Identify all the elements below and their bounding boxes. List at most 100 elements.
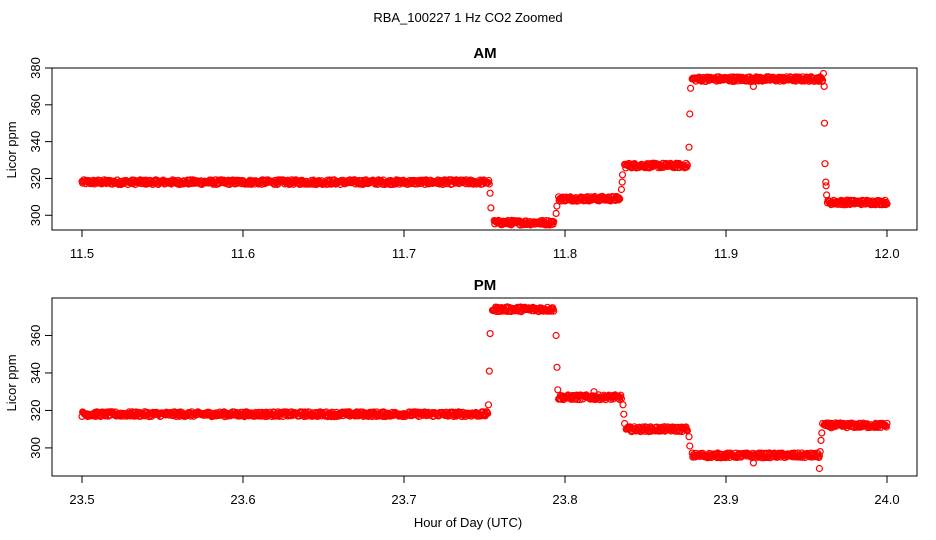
data-point <box>822 191 831 199</box>
data-point <box>484 401 493 409</box>
y-tick-label: 320 <box>28 400 43 422</box>
data-point <box>590 388 598 396</box>
x-tick-label: 23.6 <box>230 492 255 507</box>
x-tick-label: 11.8 <box>553 246 577 261</box>
panel-pm: PM Licor ppm 23.5 23.6 23.7 23.8 23.9 24.0 30… <box>4 277 918 507</box>
x-tick-label: 11.6 <box>231 246 255 261</box>
y-tick-label: 340 <box>28 362 43 384</box>
data-point <box>616 195 624 203</box>
x-tick-label: 23.5 <box>69 492 94 507</box>
data-point <box>620 419 629 428</box>
data-segment <box>622 423 692 436</box>
am-panel-title: AM <box>473 45 496 62</box>
am-plot-frame <box>51 67 918 231</box>
data-point <box>553 363 561 371</box>
data-segment <box>78 408 492 421</box>
x-tick-label: 11.7 <box>392 246 416 261</box>
data-segment <box>78 176 493 189</box>
x-tick-label: 11.9 <box>714 246 738 261</box>
data-point <box>815 464 824 473</box>
data-point <box>816 448 824 456</box>
pm-panel-title: PM <box>474 277 497 294</box>
data-point <box>552 209 560 217</box>
data-point <box>749 82 758 91</box>
pm-x-axis: 23.5 23.6 23.7 23.8 23.9 24.0 <box>69 475 900 507</box>
data-point <box>487 204 495 212</box>
am-data-points <box>78 69 891 229</box>
data-segment <box>823 196 891 209</box>
data-point <box>550 307 558 315</box>
data-point <box>485 180 493 188</box>
data-point <box>686 442 694 450</box>
data-point <box>486 189 494 197</box>
data-point <box>486 330 494 338</box>
data-point <box>749 459 758 467</box>
data-segment <box>688 449 824 462</box>
data-point <box>617 185 626 194</box>
data-point <box>485 367 493 375</box>
am-y-axis-label: Licor ppm <box>4 121 19 178</box>
y-tick-label: 360 <box>28 94 43 116</box>
data-point <box>686 110 694 118</box>
data-segment <box>554 192 624 205</box>
panel-am: AM Licor ppm 11.5 11.6 11.7 11.8 11.9 12.0 30… <box>4 45 918 261</box>
y-tick-label: 300 <box>28 204 43 226</box>
data-point <box>817 436 825 444</box>
x-tick-label: 23.8 <box>552 492 577 507</box>
x-tick-label: 24.0 <box>874 492 899 507</box>
data-point <box>822 178 830 186</box>
y-tick-label: 340 <box>28 131 43 153</box>
data-point <box>882 423 891 431</box>
pm-plot-frame <box>51 297 918 477</box>
data-point <box>818 419 827 428</box>
data-point <box>822 182 830 190</box>
y-tick-label: 360 <box>28 325 43 347</box>
data-segment <box>488 303 558 316</box>
y-tick-label: 320 <box>28 168 43 190</box>
pm-data-points <box>78 303 891 473</box>
y-tick-label: 380 <box>28 57 43 79</box>
pm-y-axis-label: Licor ppm <box>4 354 19 411</box>
data-point <box>820 119 829 127</box>
data-point <box>815 452 824 460</box>
data-point <box>620 410 628 418</box>
data-point <box>619 401 627 409</box>
data-point <box>682 159 690 167</box>
data-point <box>685 433 693 441</box>
data-point <box>686 84 695 92</box>
data-point <box>618 178 626 186</box>
data-point <box>883 200 891 208</box>
data-segment <box>620 159 692 172</box>
data-point <box>554 386 562 394</box>
data-point <box>821 160 829 168</box>
figure-title: RBA_100227 1 Hz CO2 Zoomed <box>373 10 562 25</box>
data-point <box>553 202 561 210</box>
pm-y-axis: 300 320 340 360 <box>28 325 53 459</box>
x-tick-label: 23.9 <box>713 492 738 507</box>
x-tick-label: 11.5 <box>70 246 94 261</box>
data-segment <box>490 216 558 229</box>
data-point <box>485 176 493 185</box>
data-point <box>818 429 826 437</box>
y-tick-label: 300 <box>28 437 43 459</box>
data-point <box>618 171 627 179</box>
am-y-axis: 300 320 340 360 380 <box>28 57 53 226</box>
data-segment <box>554 391 626 404</box>
data-point <box>683 161 692 169</box>
data-point <box>820 82 828 91</box>
data-point <box>883 419 891 427</box>
data-point <box>617 391 625 399</box>
data-point <box>552 331 560 340</box>
data-point <box>682 423 690 431</box>
shared-x-axis-label: Hour of Day (UTC) <box>414 515 522 530</box>
data-segment <box>820 419 891 432</box>
data-point <box>550 218 558 226</box>
data-point <box>819 69 828 78</box>
am-x-axis: 11.5 11.6 11.7 11.8 11.9 12.0 <box>70 229 900 261</box>
x-tick-label: 23.7 <box>391 492 416 507</box>
data-point <box>484 409 492 418</box>
data-segment <box>688 73 827 86</box>
x-tick-label: 12.0 <box>874 246 899 261</box>
data-point <box>685 143 693 151</box>
